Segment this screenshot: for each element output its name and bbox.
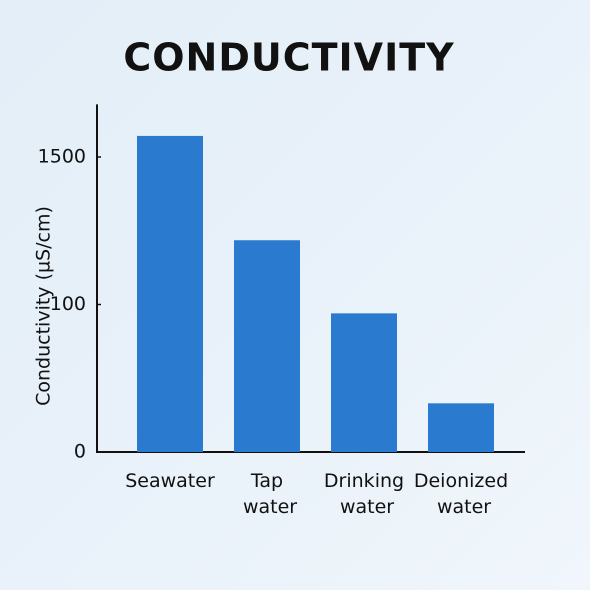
y-tick-label: 1500: [38, 146, 86, 168]
bar: [137, 135, 203, 452]
bar: [428, 403, 494, 452]
chart-title: CONDUCTIVITY: [123, 36, 454, 80]
y-axis-label: Conductivity (µS/cm): [33, 206, 55, 406]
bar: [234, 240, 300, 452]
x-tick-label: Seawater: [125, 470, 215, 492]
x-tick-label: Tap water: [237, 470, 297, 518]
y-tick-label: 0: [74, 441, 86, 463]
y-tick-label: 100: [50, 293, 86, 315]
x-tick-label: Deionized water: [414, 470, 508, 518]
x-tick-label: Drinking water: [324, 470, 404, 518]
bar: [331, 313, 397, 452]
